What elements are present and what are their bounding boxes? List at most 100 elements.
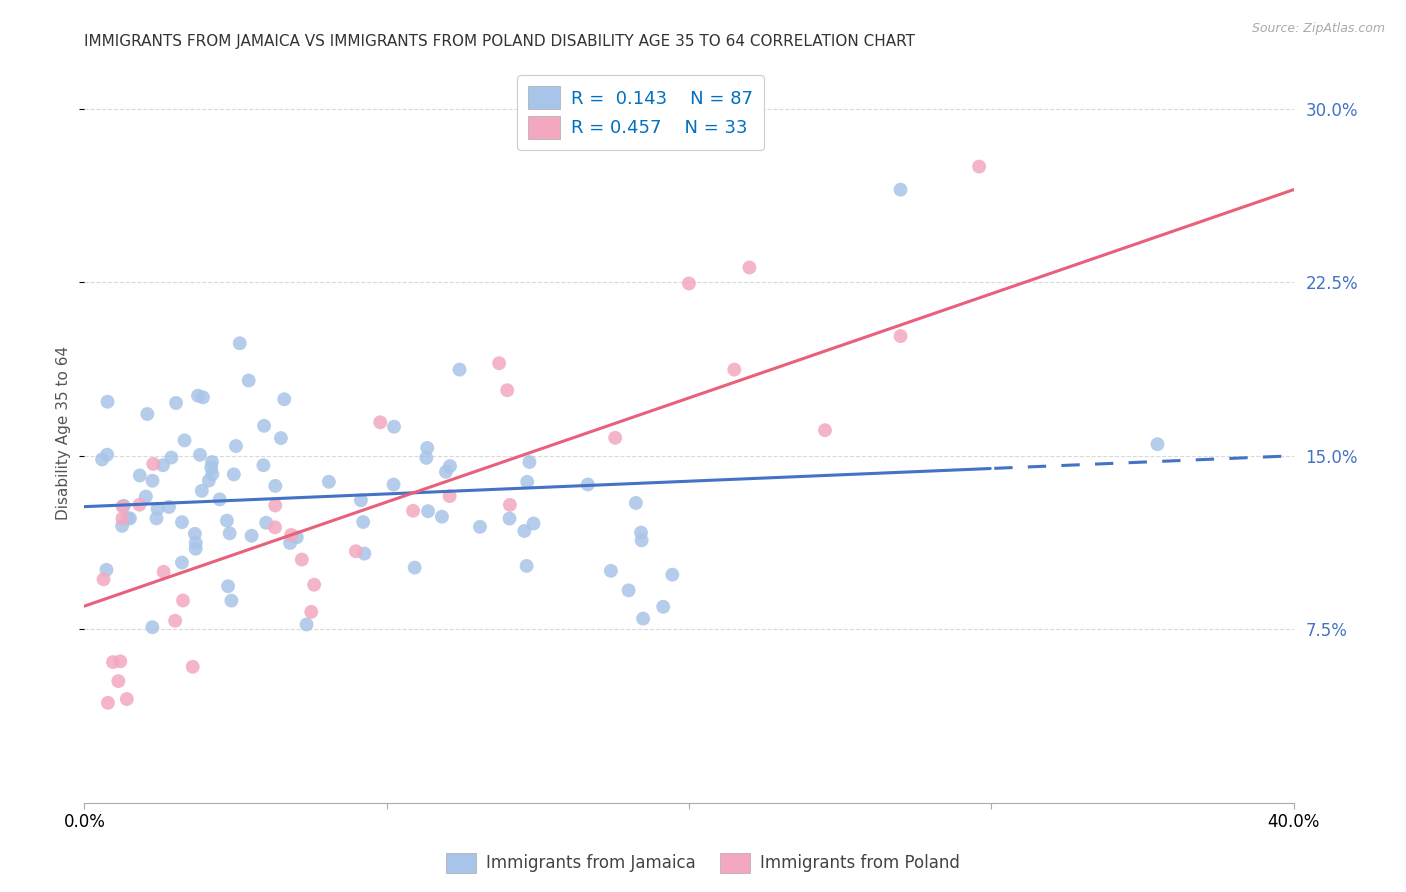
Point [135, 490, 157, 504]
Point [416, 441, 439, 455]
Point [96, 563, 118, 577]
Point [295, 617, 318, 632]
Text: Source: ZipAtlas.com: Source: ZipAtlas.com [1251, 22, 1385, 36]
Point [172, 593, 194, 607]
Point [439, 459, 461, 474]
Point [519, 455, 541, 469]
Point [201, 455, 224, 469]
Point [350, 493, 373, 508]
Point [93, 572, 115, 586]
Legend: R =  0.143    N = 87, R = 0.457    N = 33: R = 0.143 N = 87, R = 0.457 N = 33 [517, 75, 763, 150]
Point [890, 183, 912, 197]
Point [136, 407, 159, 421]
Point [496, 383, 519, 397]
Point [96, 394, 118, 409]
Point [208, 492, 231, 507]
Point [576, 477, 599, 491]
Point [112, 499, 135, 513]
Point [225, 439, 247, 453]
Point [160, 450, 183, 465]
Point [291, 552, 314, 566]
Point [191, 390, 214, 404]
Point [416, 504, 439, 518]
Legend: Immigrants from Jamaica, Immigrants from Poland: Immigrants from Jamaica, Immigrants from… [439, 847, 967, 880]
Point [382, 477, 405, 491]
Point [107, 674, 129, 689]
Point [738, 260, 761, 275]
Point [118, 511, 141, 525]
Point [173, 434, 195, 448]
Point [152, 565, 174, 579]
Point [238, 374, 260, 388]
Point [142, 457, 165, 471]
Point [128, 468, 150, 483]
Point [218, 526, 240, 541]
Point [111, 511, 134, 525]
Point [201, 467, 224, 481]
Point [254, 516, 277, 530]
Point [264, 499, 287, 513]
Point [299, 605, 322, 619]
Point [624, 496, 647, 510]
Point [221, 593, 243, 607]
Point [252, 458, 274, 473]
Point [264, 520, 287, 534]
Point [200, 460, 222, 475]
Y-axis label: Disability Age 35 to 64: Disability Age 35 to 64 [56, 345, 72, 520]
Point [723, 362, 745, 376]
Point [814, 423, 837, 437]
Point [498, 511, 520, 525]
Point [184, 526, 207, 541]
Point [181, 660, 204, 674]
Point [402, 504, 425, 518]
Text: IMMIGRANTS FROM JAMAICA VS IMMIGRANTS FROM POLAND DISABILITY AGE 35 TO 64 CORREL: IMMIGRANTS FROM JAMAICA VS IMMIGRANTS FR… [84, 34, 915, 49]
Point [318, 475, 340, 489]
Point [368, 415, 391, 429]
Point [215, 514, 238, 528]
Point [152, 458, 174, 473]
Point [145, 511, 167, 525]
Point [630, 525, 652, 540]
Point [890, 329, 912, 343]
Point [617, 583, 640, 598]
Point [605, 431, 627, 445]
Point [184, 536, 207, 550]
Point [191, 483, 214, 498]
Point [352, 515, 374, 529]
Point [101, 655, 124, 669]
Point [117, 511, 139, 525]
Point [344, 544, 367, 558]
Point [1146, 437, 1168, 451]
Point [128, 498, 150, 512]
Point [170, 515, 193, 529]
Point [516, 558, 538, 573]
Point [270, 431, 292, 445]
Point [253, 418, 276, 433]
Point [522, 516, 544, 531]
Point [91, 452, 114, 467]
Point [187, 389, 209, 403]
Point [115, 692, 138, 706]
Point [157, 500, 180, 514]
Point [468, 520, 491, 534]
Point [499, 498, 522, 512]
Point [353, 547, 375, 561]
Point [516, 475, 538, 489]
Point [188, 448, 211, 462]
Point [198, 474, 221, 488]
Point [110, 654, 132, 668]
Point [652, 599, 675, 614]
Point [165, 396, 187, 410]
Point [240, 529, 263, 543]
Point [488, 356, 510, 370]
Point [430, 509, 453, 524]
Point [96, 448, 118, 462]
Point [449, 362, 471, 376]
Point [678, 277, 700, 291]
Point [404, 560, 426, 574]
Point [630, 533, 652, 548]
Point [631, 612, 654, 626]
Point [273, 392, 295, 407]
Point [111, 500, 134, 514]
Point [967, 160, 990, 174]
